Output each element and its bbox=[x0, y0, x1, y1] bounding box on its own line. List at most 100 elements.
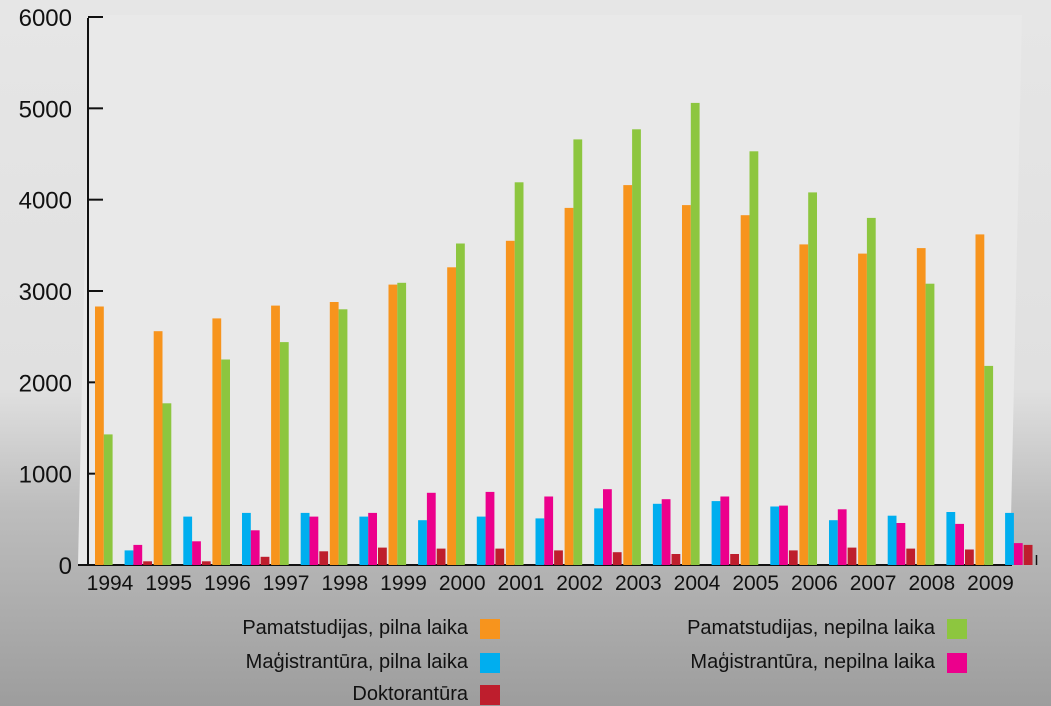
bar bbox=[260, 556, 270, 565]
x-tick-label: 2008 bbox=[908, 572, 955, 595]
bar bbox=[925, 283, 935, 565]
bar bbox=[183, 516, 193, 565]
bar bbox=[808, 192, 817, 565]
bar bbox=[779, 505, 788, 565]
y-tick-label: 5000 bbox=[19, 96, 72, 123]
bar bbox=[1013, 543, 1023, 565]
bar bbox=[711, 501, 721, 565]
bar bbox=[300, 512, 310, 565]
y-tick-label: 6000 bbox=[19, 5, 72, 32]
bar bbox=[799, 244, 809, 565]
bar bbox=[162, 403, 172, 565]
x-tick-label: 1995 bbox=[145, 572, 192, 595]
bar bbox=[612, 552, 622, 565]
x-tick-label: 2003 bbox=[615, 572, 662, 595]
bar bbox=[505, 240, 515, 566]
bar bbox=[1005, 512, 1014, 565]
y-ticks: 0 1000 2000 3000 4000 5000 6000 bbox=[19, 5, 103, 580]
bar bbox=[192, 541, 201, 565]
bar bbox=[770, 506, 780, 565]
x-tick-label: 2009 bbox=[967, 572, 1014, 595]
bar bbox=[426, 492, 436, 565]
bar bbox=[594, 508, 603, 565]
bar bbox=[359, 516, 369, 565]
bar bbox=[965, 549, 974, 565]
bar bbox=[690, 102, 700, 566]
bar bbox=[858, 253, 867, 565]
bar bbox=[309, 516, 319, 565]
bar bbox=[682, 205, 691, 565]
bars-group bbox=[95, 102, 1038, 566]
bar bbox=[554, 550, 563, 565]
bar bbox=[447, 267, 456, 565]
bar bbox=[279, 342, 289, 565]
bar bbox=[201, 561, 211, 565]
bar bbox=[153, 331, 163, 565]
x-tick-label: 1994 bbox=[87, 572, 134, 595]
bar bbox=[378, 547, 387, 565]
bar bbox=[143, 561, 152, 565]
bar bbox=[329, 302, 339, 565]
bar bbox=[338, 309, 348, 565]
bar bbox=[242, 512, 251, 565]
bar bbox=[388, 284, 398, 565]
x-tick-label: 1998 bbox=[321, 572, 368, 595]
bar bbox=[514, 182, 524, 566]
y-tick-label: 0 bbox=[59, 553, 72, 580]
bar bbox=[103, 434, 113, 565]
bar bbox=[271, 305, 280, 565]
bar bbox=[95, 306, 104, 565]
x-tick-label: 2004 bbox=[674, 572, 721, 595]
bar bbox=[847, 547, 857, 565]
bar bbox=[720, 496, 730, 565]
bar bbox=[476, 516, 486, 565]
bar bbox=[436, 548, 446, 565]
bar bbox=[730, 554, 739, 565]
bar bbox=[133, 544, 143, 565]
bar bbox=[661, 499, 671, 565]
bar bbox=[397, 282, 407, 565]
bar bbox=[368, 512, 377, 565]
x-tick-label: 2005 bbox=[732, 572, 779, 595]
y-tick-label: 2000 bbox=[19, 370, 72, 397]
bar bbox=[535, 518, 545, 565]
x-tick-label: 1999 bbox=[380, 572, 427, 595]
x-tick-label: 2000 bbox=[439, 572, 486, 595]
bar bbox=[124, 550, 134, 565]
bar bbox=[837, 509, 847, 565]
bar bbox=[456, 243, 465, 565]
bar bbox=[829, 520, 838, 565]
bar bbox=[671, 554, 681, 565]
bar bbox=[788, 550, 798, 565]
bar bbox=[975, 234, 985, 565]
bar bbox=[866, 217, 876, 565]
x-tick-label: 2006 bbox=[791, 572, 838, 595]
bar bbox=[212, 318, 222, 565]
x-tick-label: 2002 bbox=[556, 572, 603, 595]
bar bbox=[749, 151, 759, 566]
y-tick-label: 1000 bbox=[19, 462, 72, 489]
bar bbox=[603, 489, 612, 565]
bar bbox=[887, 515, 897, 565]
plot-panel bbox=[78, 15, 1022, 565]
bar bbox=[984, 365, 994, 565]
bar bbox=[916, 248, 926, 565]
bar bbox=[221, 359, 230, 565]
bar bbox=[485, 491, 495, 565]
bar bbox=[544, 496, 554, 565]
x-ticks: 1994 1995 1996 1997 1998 1999 2000 2001 2002 2003… bbox=[87, 572, 1014, 595]
bar bbox=[740, 215, 750, 565]
bar bbox=[955, 523, 964, 565]
bar bbox=[623, 185, 633, 565]
bar bbox=[495, 548, 505, 565]
bar bbox=[319, 551, 329, 565]
bar bbox=[418, 520, 427, 565]
x-tick-label: 1997 bbox=[263, 572, 310, 595]
x-tick-label: 1996 bbox=[204, 572, 251, 595]
bar bbox=[250, 530, 260, 565]
bar bbox=[896, 523, 906, 565]
bar bbox=[1023, 544, 1033, 565]
x-tick-label: 2001 bbox=[498, 572, 545, 595]
